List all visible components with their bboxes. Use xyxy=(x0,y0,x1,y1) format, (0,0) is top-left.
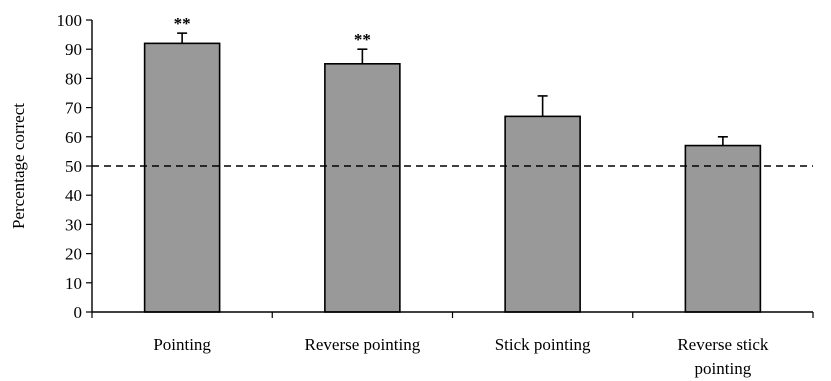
y-tick-label: 70 xyxy=(65,99,82,118)
x-category-label: Reverse stick xyxy=(677,335,769,354)
y-tick-label: 20 xyxy=(65,245,82,264)
bar xyxy=(143,42,221,313)
y-tick-label: 90 xyxy=(65,40,82,59)
x-category-label: pointing xyxy=(695,359,752,378)
bars xyxy=(143,42,762,313)
significance-annotations: ** ** xyxy=(174,14,371,49)
y-axis-ticks: 0 10 20 30 40 50 60 70 80 90 100 xyxy=(57,11,92,322)
y-tick-label: 50 xyxy=(65,157,82,176)
bar xyxy=(504,115,581,313)
y-axis-label: Percentage correct xyxy=(9,103,28,229)
y-axis-label-group: Percentage correct xyxy=(9,103,28,229)
y-tick-label: 100 xyxy=(57,11,83,30)
bar xyxy=(684,144,762,313)
y-tick-label: 10 xyxy=(65,274,82,293)
error-bars xyxy=(177,32,728,146)
y-tick-label: 0 xyxy=(74,303,83,322)
y-tick-label: 80 xyxy=(65,69,82,88)
x-category-label: Reverse pointing xyxy=(305,335,421,354)
axes xyxy=(91,20,814,318)
significance-label: ** xyxy=(354,30,371,49)
y-tick-label: 40 xyxy=(65,186,82,205)
x-category-label: Pointing xyxy=(153,335,211,354)
x-category-label: Stick pointing xyxy=(495,335,591,354)
y-tick-label: 60 xyxy=(65,128,82,147)
bar xyxy=(324,62,401,313)
y-tick-label: 30 xyxy=(65,215,82,234)
significance-label: ** xyxy=(174,14,191,33)
x-axis-categories: Pointing Reverse pointing Stick pointing Re… xyxy=(153,335,769,378)
